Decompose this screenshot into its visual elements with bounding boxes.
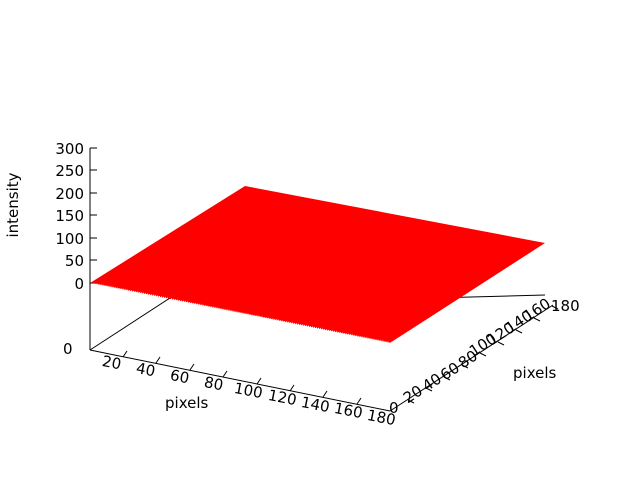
x-tick-label: 0: [63, 340, 73, 358]
x-axis-title: pixels: [165, 394, 209, 412]
surface-impulse-lines: [90, 186, 545, 343]
x-tick-label: 60: [168, 366, 191, 388]
y-tick-label: 180: [551, 297, 580, 315]
z-tick-label: 150: [55, 207, 84, 225]
z-axis-tick-labels: 300 250 200 150 100 50 0: [55, 140, 84, 293]
x-tick-label: 20: [100, 352, 123, 374]
z-tick-label: 50: [65, 252, 84, 270]
z-tick-label: 250: [55, 162, 84, 180]
y-axis-ticks: [407, 305, 559, 404]
z-tick-label: 300: [55, 140, 84, 158]
z-tick-label: 200: [55, 185, 84, 203]
x-axis-ticks: [122, 350, 362, 405]
z-tick-label: 0: [74, 275, 84, 293]
x-tick-label: 80: [202, 373, 225, 395]
z-axis: [89, 147, 97, 350]
y-axis-title: pixels: [513, 364, 557, 382]
y-tick-label: 0: [389, 399, 399, 417]
z-tick-label: 100: [55, 230, 84, 248]
x-tick-label: 40: [134, 359, 157, 381]
intensity-surface-mesh: [90, 186, 545, 343]
